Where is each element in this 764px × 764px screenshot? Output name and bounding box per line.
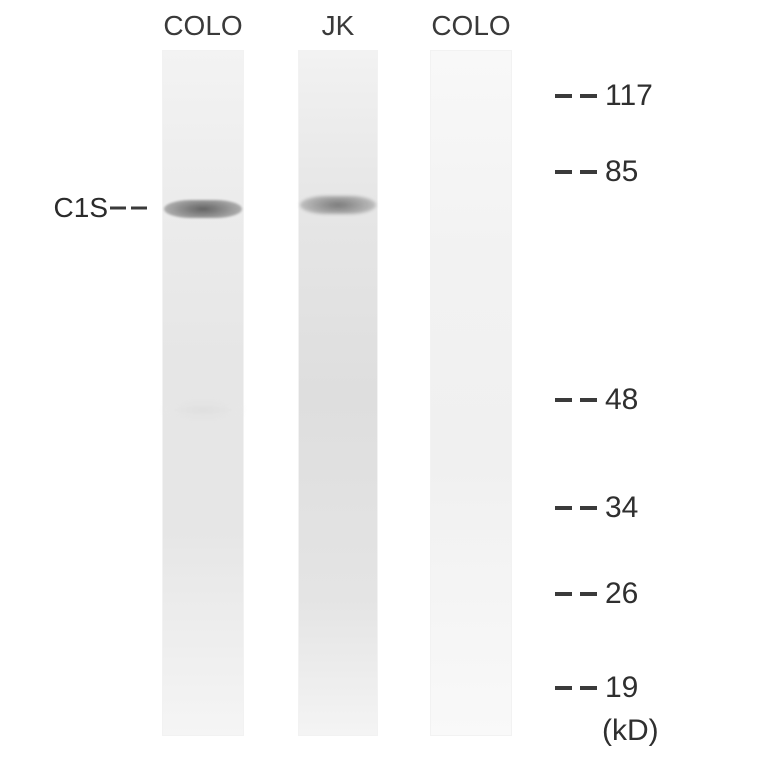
lane-lane3 <box>430 50 512 736</box>
mw-marker-48: 48 <box>555 383 638 417</box>
mw-marker-26: 26 <box>555 577 638 611</box>
protein-label-dashes <box>110 207 155 210</box>
lane-label-lane1: COLO <box>163 10 242 42</box>
band-b2 <box>300 196 376 214</box>
mw-marker-label: 48 <box>605 383 638 417</box>
lane-label-lane2: JK <box>322 10 355 42</box>
blot-canvas: COLO JK COLO C1S 117 85 48 34 26 19 (kD) <box>0 0 764 764</box>
mw-marker-label: 19 <box>605 671 638 705</box>
lane-lane2 <box>298 50 378 736</box>
mw-unit-label: (kD) <box>602 714 659 748</box>
mw-marker-label: 85 <box>605 155 638 189</box>
mw-marker-34: 34 <box>555 491 638 525</box>
mw-marker-85: 85 <box>555 155 638 189</box>
mw-marker-117: 117 <box>555 79 653 113</box>
lane-lane1 <box>162 50 244 736</box>
mw-marker-label: 34 <box>605 491 638 525</box>
mw-marker-19: 19 <box>555 671 638 705</box>
lane-label-lane3: COLO <box>431 10 510 42</box>
band-b1 <box>164 200 242 218</box>
protein-label: C1S <box>0 192 108 224</box>
band-b1a <box>164 400 242 420</box>
mw-marker-label: 117 <box>605 79 653 113</box>
mw-marker-label: 26 <box>605 577 638 611</box>
